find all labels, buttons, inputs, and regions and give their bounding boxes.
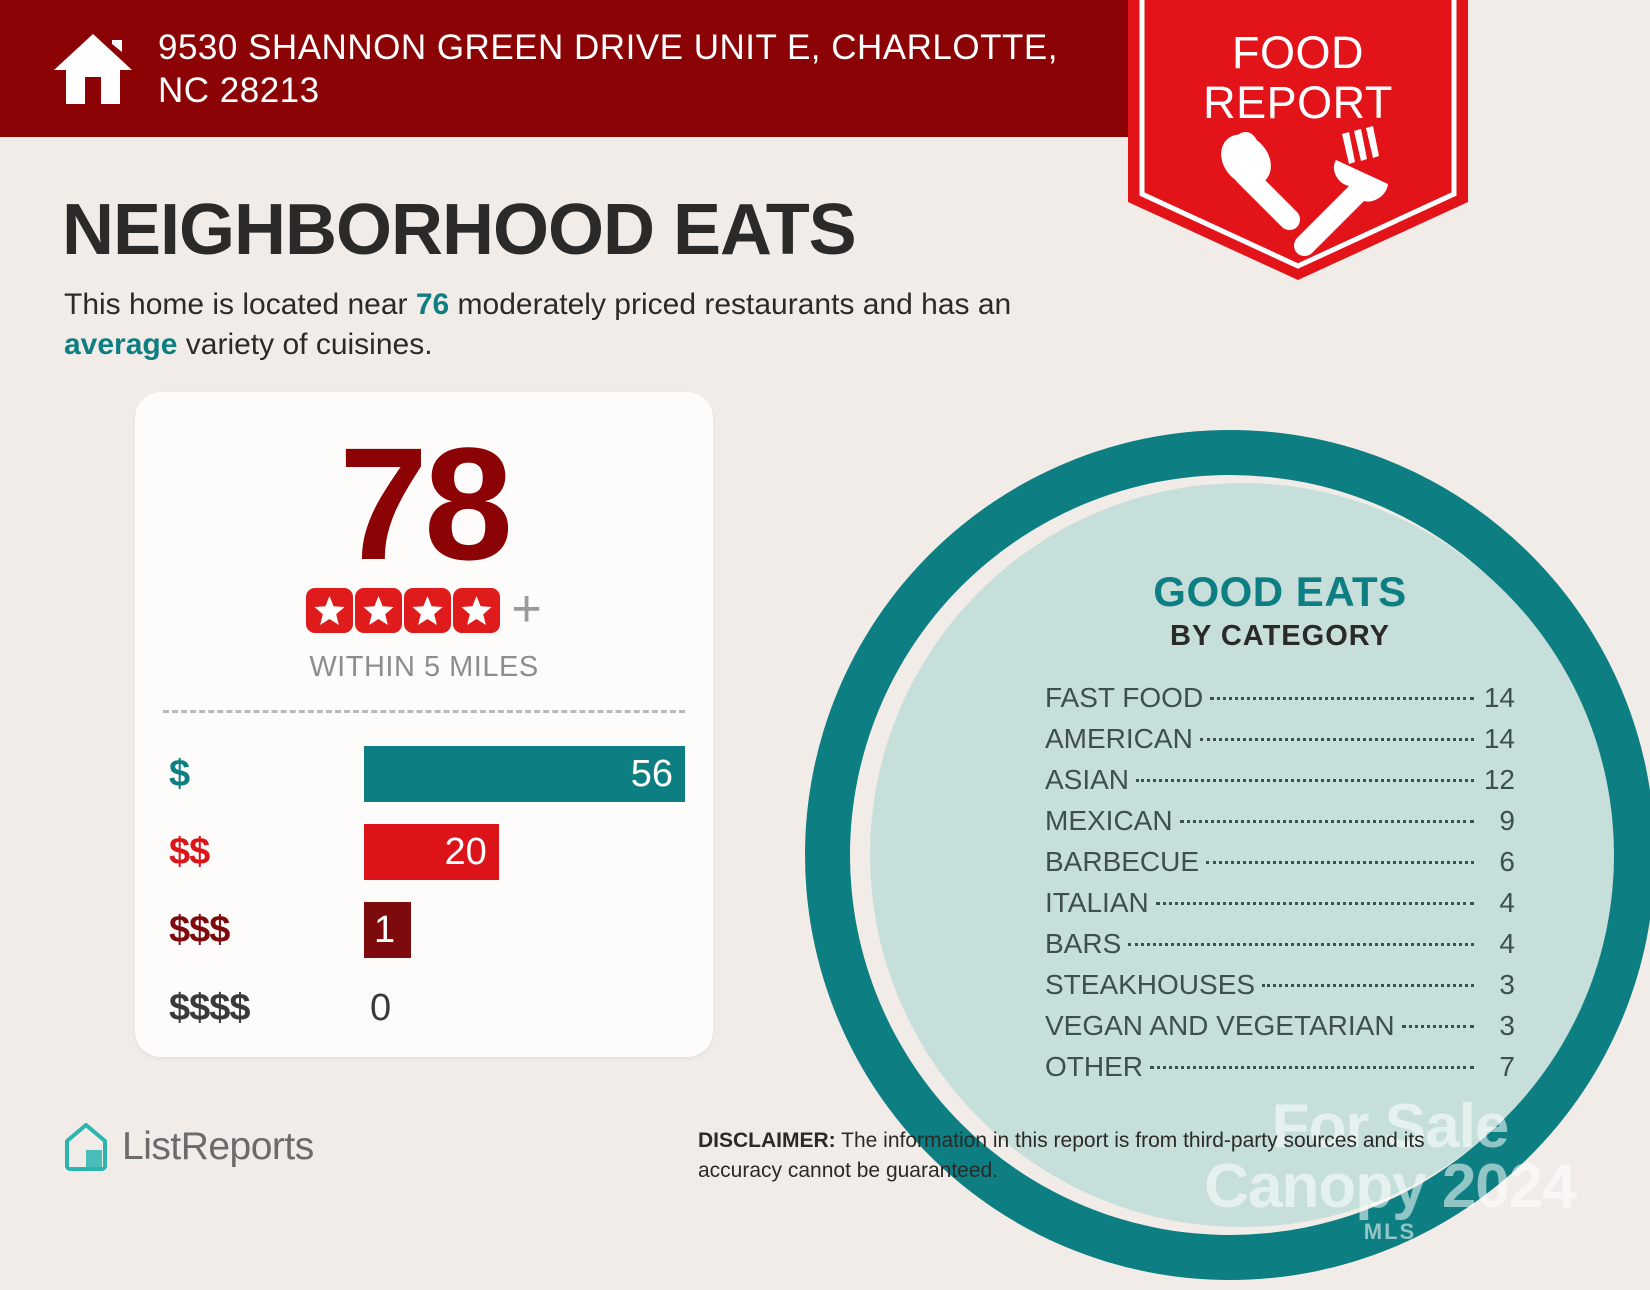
listreports-house-icon [64, 1122, 122, 1172]
leader-dots [1262, 984, 1474, 987]
leader-dots [1150, 1066, 1474, 1069]
star-icon [453, 588, 501, 633]
price-row: $ 56 [169, 739, 685, 809]
intro-variety-level: average [64, 328, 178, 361]
leader-dots [1128, 943, 1474, 946]
price-row: $$$ 1 [169, 895, 685, 965]
category-name: ITALIAN [1045, 887, 1149, 918]
intro-part-1: This home is located near [64, 288, 416, 321]
category-name: BARBECUE [1045, 846, 1200, 877]
list-item: BARBECUE 6 [1045, 841, 1515, 882]
list-item: ITALIAN 4 [1045, 882, 1515, 923]
intro-part-3: variety of cuisines. [177, 328, 433, 361]
leader-dots [1206, 861, 1474, 864]
price-level-chart: $ 56 $$ 20 $$$ 1 $$$$ 0 [135, 739, 713, 1043]
price-label: $$ [169, 830, 210, 873]
leader-dots [1401, 1025, 1474, 1028]
disclaimer: DISCLAIMER: The information in this repo… [698, 1126, 1508, 1186]
star-rating: + [135, 579, 713, 638]
category-name: AMERICAN [1045, 723, 1193, 754]
star-icon [355, 588, 403, 633]
list-item: FAST FOOD 14 [1045, 677, 1515, 718]
category-value: 3 [1499, 1010, 1515, 1041]
list-item: MEXICAN 9 [1045, 800, 1515, 841]
food-report-badge: FOOD REPORT [1128, 0, 1468, 280]
price-bar: 20 [364, 824, 499, 880]
header-bar: 9530 SHANNON GREEN DRIVE UNIT E, CHARLOT… [0, 0, 1160, 137]
disclaimer-label: DISCLAIMER: [698, 1129, 836, 1152]
plus-icon: + [511, 579, 542, 638]
property-address: 9530 SHANNON GREEN DRIVE UNIT E, CHARLOT… [158, 27, 1058, 110]
food-score: 78 [339, 414, 513, 593]
category-name: VEGAN AND VEGETARIAN [1045, 1010, 1395, 1041]
category-name: STEAKHOUSES [1045, 969, 1256, 1000]
page-title: NEIGHBORHOOD EATS [62, 190, 857, 270]
category-name: FAST FOOD [1045, 682, 1204, 713]
category-value: 14 [1483, 682, 1515, 713]
radius-label: WITHIN 5 MILES [309, 651, 539, 683]
category-list: FAST FOOD 14 AMERICAN 14 ASIAN 12 MEXICA… [1045, 677, 1515, 1087]
leader-dots [1179, 820, 1474, 823]
intro-restaurant-count: 76 [415, 288, 450, 321]
category-value: 4 [1499, 887, 1515, 918]
price-label: $$$ [169, 908, 230, 951]
price-row: $$$$ 0 [169, 973, 685, 1043]
list-item: VEGAN AND VEGETARIAN 3 [1045, 1005, 1515, 1046]
category-name: BARS [1045, 928, 1122, 959]
category-value: 7 [1499, 1051, 1515, 1082]
price-bar: 1 [364, 902, 411, 958]
category-name: OTHER [1045, 1051, 1143, 1082]
listreports-logo[interactable]: ListReports [64, 1122, 314, 1172]
list-item: BARS 4 [1045, 923, 1515, 964]
good-eats-subtitle: BY CATEGORY [1170, 620, 1390, 652]
list-item: STEAKHOUSES 3 [1045, 964, 1515, 1005]
intro-text: This home is located near 76 moderately … [64, 285, 1084, 365]
price-label: $$$$ [169, 986, 251, 1029]
home-icon [50, 30, 136, 108]
bar-track: 56 [364, 746, 685, 802]
bar-track: 0 [364, 980, 685, 1036]
bar-track: 20 [364, 824, 685, 880]
category-value: 12 [1483, 764, 1515, 795]
price-bar: 0 [370, 986, 392, 1029]
leader-dots [1136, 779, 1474, 782]
listreports-wordmark: ListReports [122, 1125, 314, 1168]
good-eats-panel: GOOD EATS BY CATEGORY FAST FOOD 14 AMERI… [1045, 568, 1515, 1087]
category-value: 4 [1499, 928, 1515, 959]
star-icon [404, 588, 452, 633]
leader-dots [1210, 697, 1474, 700]
score-card: 78 + WITHIN 5 MILES $ 56 $$ 20 [135, 392, 713, 1057]
intro-part-2: moderately priced restaurants and has an [449, 288, 1012, 321]
spoon-fork-icon [1221, 126, 1388, 256]
card-divider [163, 710, 685, 713]
good-eats-title: GOOD EATS [1153, 568, 1407, 615]
category-value: 9 [1499, 805, 1515, 836]
disclaimer-text: The information in this report is from t… [698, 1129, 1425, 1182]
price-row: $$ 20 [169, 817, 685, 887]
category-value: 6 [1499, 846, 1515, 877]
category-value: 3 [1499, 969, 1515, 1000]
price-bar: 56 [364, 746, 685, 802]
decorative-circle-graphic [790, 425, 1650, 1285]
leader-dots [1155, 902, 1474, 905]
category-value: 14 [1483, 723, 1515, 754]
star-icon [306, 588, 354, 633]
list-item: ASIAN 12 [1045, 759, 1515, 800]
price-label: $ [169, 752, 190, 795]
list-item: AMERICAN 14 [1045, 718, 1515, 759]
category-name: ASIAN [1045, 764, 1130, 795]
list-item: OTHER 7 [1045, 1046, 1515, 1087]
leader-dots [1199, 738, 1474, 741]
bar-track: 1 [364, 902, 685, 958]
category-name: MEXICAN [1045, 805, 1173, 836]
